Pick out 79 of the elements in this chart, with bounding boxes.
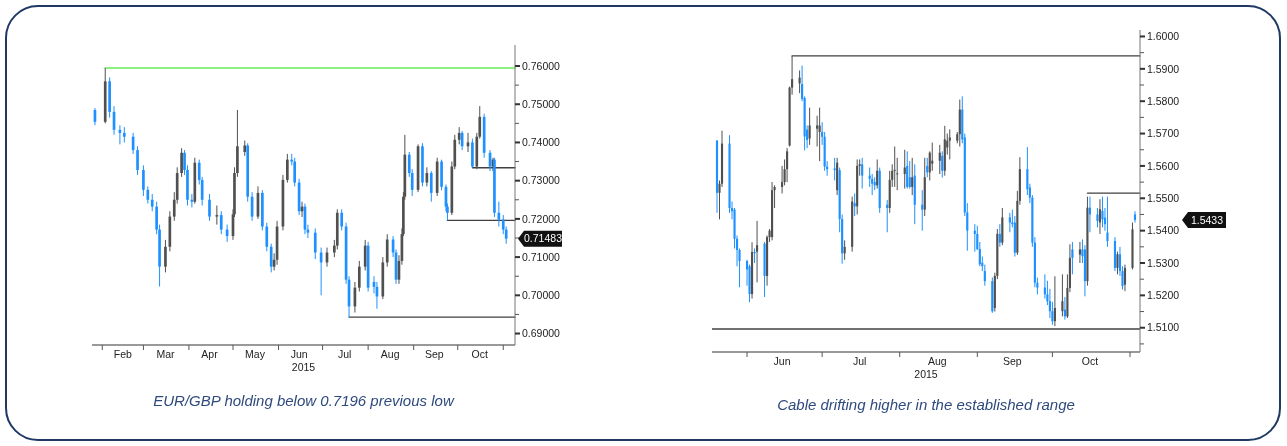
candlestick [180, 147, 183, 178]
x-tick-label: Sep [424, 348, 444, 360]
x-axis-title: 2015 [291, 361, 316, 373]
y-tick-label: 0.70000 [522, 288, 561, 301]
candlestick [269, 243, 273, 273]
text: Cable drifting higher in the established range [777, 396, 1075, 413]
x-tick-label: Jul [337, 348, 352, 360]
y-tick-label: 0.72000 [522, 212, 561, 225]
candlestick [941, 150, 944, 179]
candlestick [786, 147, 789, 183]
y-tick-label: 1.5700 [1147, 127, 1180, 140]
y-tick-label: 0.75000 [522, 97, 561, 110]
y-tick-label: 1.6000 [1147, 30, 1180, 43]
y-tick-label: 1.5800 [1147, 94, 1180, 107]
y-tick-label: 1.5500 [1147, 191, 1180, 204]
candlestick [340, 208, 344, 231]
x-tick-label: Aug [927, 355, 947, 367]
candlestick [1116, 251, 1119, 275]
candlestick [429, 170, 433, 203]
text: 0.71483 [524, 232, 563, 245]
candlestick [164, 239, 167, 273]
candlestick [1123, 264, 1127, 292]
candlestick [861, 157, 864, 190]
x-tick-label: May [245, 348, 266, 360]
x-tick-label: Jul [852, 355, 867, 367]
candlestick [998, 223, 1001, 248]
candlestick [808, 107, 811, 146]
y-tick-label: 1.5100 [1147, 321, 1180, 334]
x-axis-title: 2015 [914, 368, 938, 380]
candlestick [938, 144, 941, 175]
candlestick [755, 220, 759, 283]
candlestick [142, 164, 145, 197]
candlestick [1133, 210, 1137, 224]
candlestick [215, 205, 219, 226]
y-tick-label: 0.69000 [522, 327, 561, 340]
y-tick-label: 1.5300 [1147, 256, 1180, 269]
x-tick-label: Oct [471, 348, 488, 360]
candlestick [906, 150, 909, 190]
candlestick [893, 146, 896, 188]
y-tick-label: 1.5400 [1147, 224, 1180, 237]
text: 1.5433 [1190, 213, 1224, 226]
candlestick [286, 153, 289, 184]
candlestick [363, 239, 367, 271]
candlestick [1008, 212, 1011, 233]
candlestick [208, 193, 211, 222]
candlestick [293, 157, 297, 187]
x-tick-label: Oct [1081, 355, 1099, 367]
candlestick [1053, 275, 1056, 327]
y-tick-label: 0.74000 [522, 136, 561, 149]
x-tick-label: Aug [380, 348, 400, 360]
candlestick [1098, 198, 1102, 235]
x-tick-label: Apr [201, 348, 219, 360]
x-tick-label: Jun [773, 355, 791, 367]
y-tick-label: 1.5200 [1147, 289, 1180, 302]
candlestick [357, 260, 361, 292]
candlestick [219, 210, 223, 235]
candlestick [313, 227, 317, 260]
y-tick-label: 0.73000 [522, 174, 561, 187]
y-tick-label: 1.5600 [1147, 159, 1180, 172]
x-tick-label: Mar [156, 348, 175, 360]
candlestick [1106, 196, 1109, 248]
candlestick [265, 222, 269, 252]
candlestick [748, 264, 751, 303]
y-tick-label: 0.76000 [522, 59, 561, 72]
candlestick [921, 189, 924, 232]
y-tick-label: 0.71000 [522, 250, 561, 263]
candlestick [136, 145, 139, 176]
x-tick-label: Jun [290, 348, 308, 360]
candlestick [1078, 241, 1081, 264]
y-tick-label: 1.5900 [1147, 62, 1180, 75]
candlestick [818, 107, 821, 162]
candlestick [931, 142, 934, 172]
x-tick-label: Sep [1003, 355, 1022, 367]
text: EUR/GBP holding below 0.7196 previous low [153, 392, 455, 409]
candlestick [385, 233, 389, 268]
candlestick [1101, 196, 1104, 228]
x-tick-label: Feb [113, 348, 133, 360]
candlestick [1071, 241, 1074, 275]
candlestick [753, 247, 756, 264]
